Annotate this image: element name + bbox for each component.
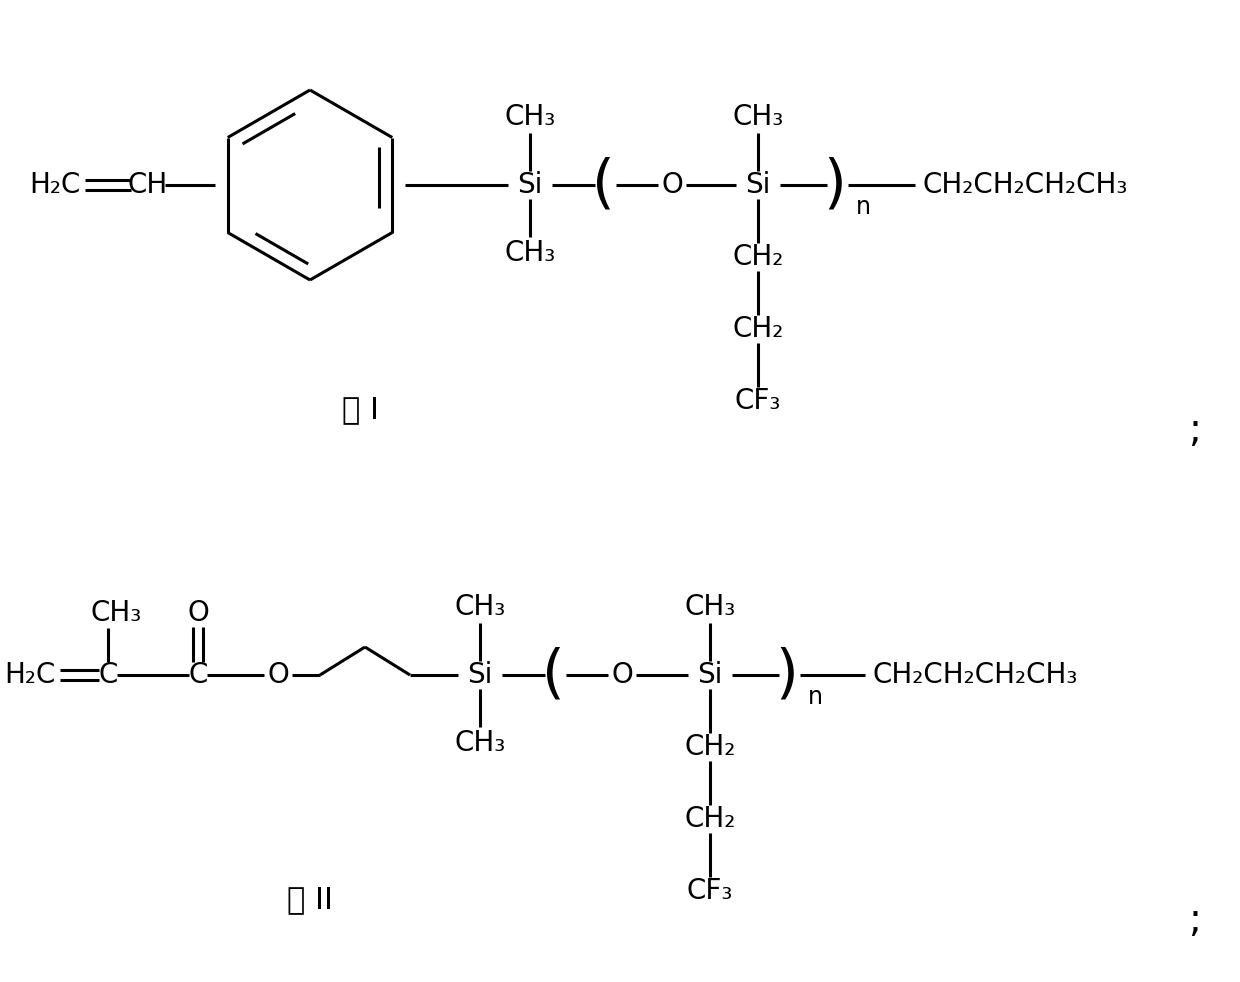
Text: O: O [611, 661, 632, 689]
Text: C: C [98, 661, 118, 689]
Text: H₂C: H₂C [4, 661, 56, 689]
Text: ;: ; [1188, 901, 1202, 939]
Text: ): ) [776, 646, 799, 703]
Text: Si: Si [517, 171, 543, 199]
Text: ): ) [823, 156, 847, 213]
Text: CH₃: CH₃ [91, 599, 141, 627]
Text: O: O [661, 171, 683, 199]
Text: n: n [856, 195, 870, 219]
Text: O: O [187, 599, 208, 627]
Text: Si: Si [745, 171, 771, 199]
Text: Si: Si [697, 661, 723, 689]
Text: CF₃: CF₃ [735, 387, 781, 415]
Text: O: O [267, 661, 289, 689]
Text: (: ( [591, 156, 614, 213]
Text: 式 I: 式 I [341, 396, 378, 424]
Text: CH: CH [128, 171, 169, 199]
Text: CH₂: CH₂ [684, 805, 735, 833]
Text: n: n [807, 685, 822, 709]
Text: CH₃: CH₃ [505, 239, 556, 267]
Text: CH₃: CH₃ [733, 103, 784, 131]
Text: CF₃: CF₃ [687, 877, 733, 905]
Text: CH₂CH₂CH₂CH₃: CH₂CH₂CH₂CH₃ [872, 661, 1078, 689]
Text: CH₃: CH₃ [454, 729, 506, 757]
Text: ;: ; [1188, 411, 1202, 449]
Text: CH₂: CH₂ [733, 243, 784, 271]
Text: C: C [188, 661, 207, 689]
Text: CH₃: CH₃ [454, 593, 506, 621]
Text: 式 II: 式 II [286, 886, 334, 914]
Text: CH₃: CH₃ [684, 593, 735, 621]
Text: CH₃: CH₃ [505, 103, 556, 131]
Text: CH₂: CH₂ [684, 733, 735, 761]
Text: CH₂CH₂CH₂CH₃: CH₂CH₂CH₂CH₃ [923, 171, 1127, 199]
Text: H₂C: H₂C [30, 171, 81, 199]
Text: CH₂: CH₂ [733, 315, 784, 343]
Text: (: ( [542, 646, 564, 703]
Text: Si: Si [467, 661, 492, 689]
